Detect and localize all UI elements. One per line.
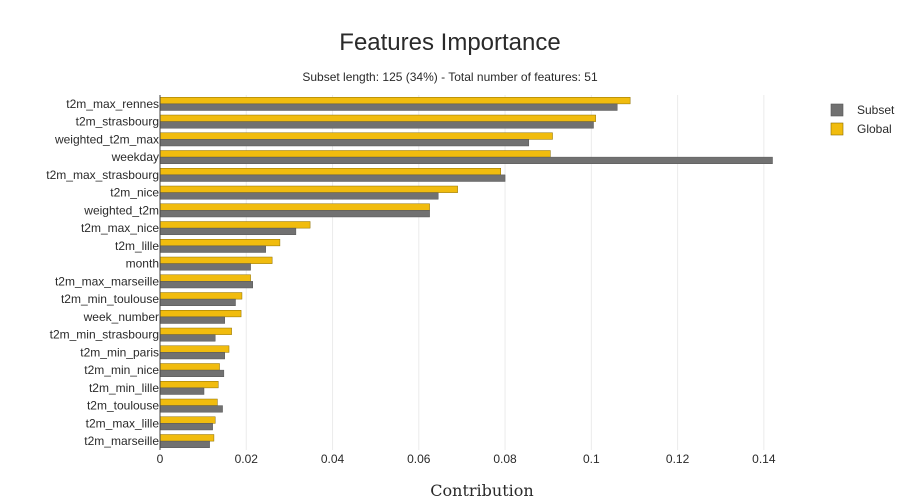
y-tick-label: t2m_marseille (84, 434, 159, 448)
x-tick-label: 0.08 (493, 452, 517, 466)
y-axis-ticks: t2m_max_rennes t2m_strasbourg weighted_t2m… (46, 97, 159, 448)
y-tick-label: week_number (83, 310, 159, 324)
bar-subset (159, 405, 223, 413)
y-tick-label: weighted_t2m_max (54, 132, 159, 146)
bar-global (159, 256, 273, 264)
x-tick-label: 0.02 (235, 452, 259, 466)
x-axis-label: Contribution (430, 481, 533, 500)
y-tick-label: t2m_max_marseille (55, 274, 159, 288)
x-tick-label: 0.1 (583, 452, 600, 466)
bar-subset (159, 227, 297, 235)
y-tick-label: t2m_max_nice (81, 221, 159, 235)
bar-global (159, 132, 553, 140)
chart-subtitle: Subset length: 125 (34%) - Total number … (302, 70, 598, 84)
y-tick-label: t2m_min_paris (80, 345, 159, 359)
bar-subset (159, 192, 439, 200)
chart-title: Features Importance (339, 29, 560, 56)
bar-global (159, 168, 502, 176)
x-tick-label: 0.06 (407, 452, 431, 466)
x-tick-label: 0.04 (321, 452, 345, 466)
x-tick-label: 0.14 (752, 452, 776, 466)
bar-subset (159, 210, 430, 218)
y-tick-label: weighted_t2m (83, 203, 159, 217)
bar-global (159, 114, 596, 122)
y-tick-label: t2m_min_strasbourg (50, 328, 159, 342)
y-tick-label: t2m_min_nice (84, 363, 159, 377)
bars (159, 97, 773, 448)
bar-subset (159, 174, 506, 182)
bar-global (159, 292, 243, 300)
legend-label: Subset (857, 103, 895, 117)
bar-subset (159, 263, 251, 271)
bar-global (159, 381, 219, 389)
bar-subset (159, 387, 205, 395)
bar-global (159, 363, 220, 371)
y-tick-label: t2m_lille (115, 239, 159, 253)
legend-swatch (830, 103, 844, 117)
bar-global (159, 221, 311, 229)
y-tick-label: t2m_min_toulouse (61, 292, 159, 306)
legend: Subset Global (830, 103, 895, 136)
bar-global (159, 185, 458, 193)
bar-global (159, 327, 232, 335)
bar-subset (159, 440, 210, 448)
bar-subset (159, 121, 594, 129)
bar-subset (159, 334, 216, 342)
y-tick-label: t2m_max_rennes (66, 97, 159, 111)
x-tick-label: 0 (157, 452, 164, 466)
bar-global (159, 310, 242, 318)
y-tick-label: t2m_max_lille (86, 416, 160, 430)
y-tick-label: weekday (111, 150, 159, 164)
bar-subset (159, 298, 236, 306)
y-tick-label: t2m_strasbourg (76, 115, 159, 129)
bar-global (159, 434, 215, 442)
y-tick-label: t2m_min_lille (89, 381, 159, 395)
bar-global (159, 97, 631, 105)
bar-subset (159, 316, 225, 324)
bar-subset (159, 156, 773, 164)
legend-label: Global (857, 122, 892, 136)
bar-global (159, 398, 218, 406)
bar-global (159, 239, 281, 247)
y-tick-label: t2m_max_strasbourg (46, 168, 159, 182)
bar-subset (159, 139, 530, 147)
bar-global (159, 203, 430, 211)
y-tick-label: t2m_toulouse (87, 399, 159, 413)
bar-subset (159, 423, 213, 431)
bar-subset (159, 103, 618, 111)
bar-subset (159, 245, 266, 253)
bar-global (159, 150, 551, 158)
bar-subset (159, 369, 225, 377)
bar-global (159, 274, 251, 282)
y-tick-label: month (126, 257, 159, 271)
gridlines (245, 95, 765, 450)
x-axis-ticks: 0 0.02 0.04 0.06 0.08 0.1 0.12 0.14 (157, 452, 776, 466)
bar-subset (159, 281, 253, 289)
legend-swatch (830, 122, 844, 136)
bar-global (159, 416, 216, 424)
bar-subset (159, 352, 225, 360)
y-tick-label: t2m_nice (110, 186, 159, 200)
x-tick-label: 0.12 (666, 452, 690, 466)
bar-global (159, 345, 230, 353)
